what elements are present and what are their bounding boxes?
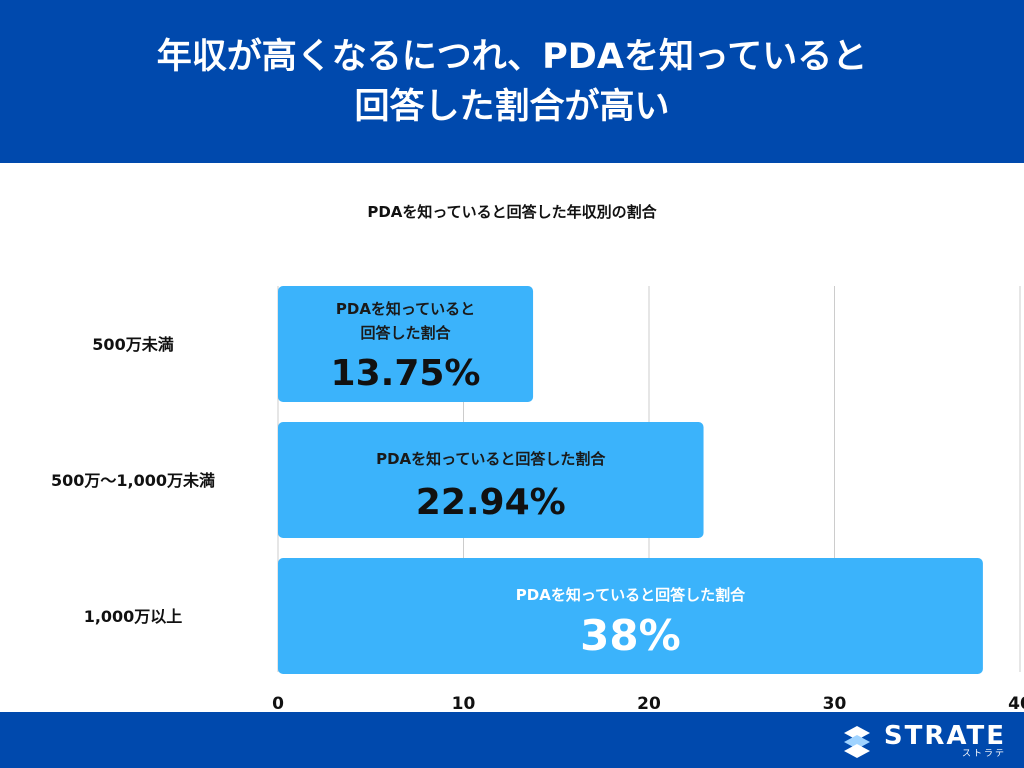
- x-tick-label: 0: [272, 694, 284, 714]
- data-label: 38%: [580, 611, 681, 660]
- page-footer: STRATE ストラテ: [0, 712, 1024, 768]
- bar-caption: PDAを知っていると回答した割合: [376, 450, 606, 468]
- chart-title: PDAを知っていると回答した年収別の割合: [367, 203, 657, 221]
- bar: [278, 558, 983, 674]
- data-label: 22.94%: [416, 482, 566, 523]
- bar-caption: 回答した割合: [361, 324, 452, 342]
- x-tick-label: 30: [823, 694, 847, 714]
- strate-logo-icon: [843, 726, 870, 758]
- data-label: 13.75%: [331, 353, 481, 394]
- x-tick-label: 20: [637, 694, 661, 714]
- bar-chart: 0 10 20 30 40 500万未満 PDAを知っていると回答した割合 13.75% 500…: [51, 286, 1024, 714]
- bar: [278, 286, 534, 402]
- y-category-label: 500万未満: [92, 335, 173, 354]
- strate-logo: STRATE ストラテ: [838, 720, 1006, 762]
- page-title-line-2: 回答した割合が高い: [354, 86, 670, 127]
- bar: [278, 422, 704, 538]
- y-category-label: 500万〜1,000万未満: [51, 471, 215, 490]
- logo-name: STRATE: [883, 720, 1006, 751]
- page-title-line-1: 年収が高くなるにつれ、PDAを知っていると: [156, 36, 868, 77]
- page-header: 年収が高くなるにつれ、PDAを知っていると 回答した割合が高い: [0, 0, 1024, 163]
- x-tick-label: 40: [1008, 694, 1024, 714]
- bar-caption: PDAを知っていると回答した割合: [516, 586, 746, 604]
- logo-subtitle: ストラテ: [961, 748, 1006, 759]
- x-tick-label: 10: [452, 694, 476, 714]
- bar-caption: PDAを知っていると: [336, 300, 475, 318]
- y-category-label: 1,000万以上: [84, 607, 183, 626]
